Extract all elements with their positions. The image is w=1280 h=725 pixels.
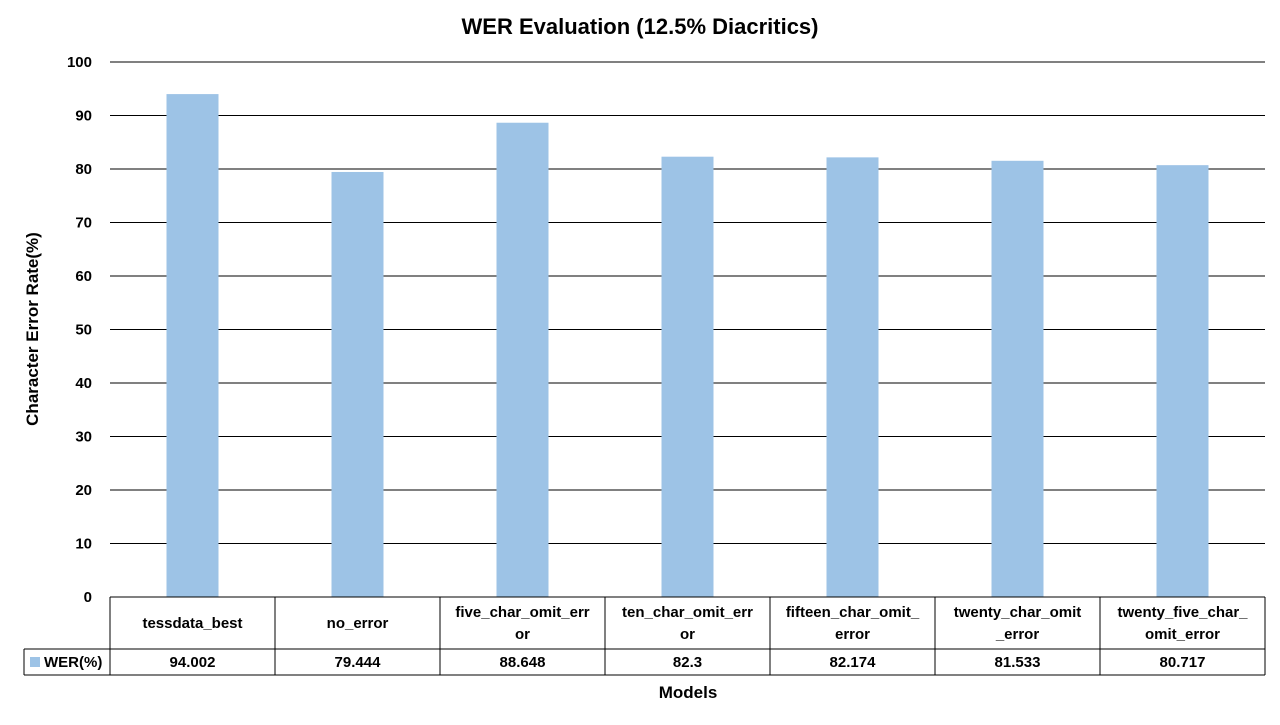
y-tick-label: 20: [75, 482, 92, 499]
data-label: 80.717: [1160, 654, 1206, 671]
bar-ten_char_omit_error: [661, 156, 714, 597]
category-label: fifteen_char_omit_: [786, 604, 920, 621]
data-label: 94.002: [170, 654, 216, 671]
bar-twenty_five_char_omit_error: [1156, 165, 1209, 597]
data-label: 79.444: [335, 654, 382, 671]
category-label: tessdata_best: [142, 615, 242, 632]
bar-twenty_char_omit_error: [991, 160, 1044, 597]
bar-five_char_omit_error: [496, 122, 549, 597]
y-tick-label: 90: [75, 108, 92, 125]
category-label: twenty_five_char_: [1117, 604, 1248, 621]
bar-no_error: [331, 171, 384, 597]
bars: [166, 94, 1209, 598]
category-label: ten_char_omit_err: [622, 604, 753, 621]
data-label: 81.533: [995, 654, 1041, 671]
y-tick-label: 80: [75, 161, 92, 178]
category-label: error: [835, 626, 870, 643]
category-label: _error: [995, 626, 1040, 643]
category-label: omit_error: [1145, 626, 1220, 643]
category-label: no_error: [327, 615, 389, 632]
bar-fifteen_char_omit_error: [826, 157, 879, 598]
x-axis-label: Models: [659, 683, 718, 702]
y-tick-label: 100: [67, 54, 92, 71]
y-tick-label: 50: [75, 322, 92, 339]
y-axis-ticks: 0 10 20 30 40 50 60 70 80 90 100: [67, 54, 92, 606]
data-table: tessdata_best no_error five_char_omit_erro…: [23, 596, 1266, 676]
category-label: five_char_omit_err: [455, 604, 589, 621]
category-label: or: [680, 626, 695, 643]
data-label: 82.174: [830, 654, 877, 671]
y-tick-label: 30: [75, 429, 92, 446]
category-label: twenty_char_omit: [954, 604, 1082, 621]
data-label: 88.648: [500, 654, 546, 671]
y-tick-label: 70: [75, 215, 92, 232]
y-tick-label: 40: [75, 375, 92, 392]
legend-swatch: [30, 657, 40, 667]
chart-title: WER Evaluation (12.5% Diacritics): [462, 14, 819, 39]
y-tick-label: 10: [75, 536, 92, 553]
bar-tessdata_best: [166, 94, 219, 598]
y-axis-label: Character Error Rate(%): [23, 232, 42, 426]
data-label: 82.3: [673, 654, 702, 671]
y-tick-label: 60: [75, 268, 92, 285]
legend-label: WER(%): [44, 654, 102, 671]
category-label: or: [515, 626, 530, 643]
y-tick-label: 0: [84, 589, 92, 606]
